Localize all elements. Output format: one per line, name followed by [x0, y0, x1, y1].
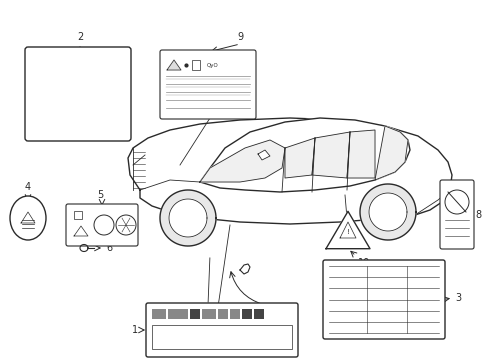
FancyBboxPatch shape: [66, 204, 138, 246]
Polygon shape: [258, 150, 270, 160]
Bar: [190, 309, 200, 319]
Text: 3: 3: [455, 293, 461, 303]
Polygon shape: [160, 190, 216, 246]
Text: 9: 9: [237, 32, 243, 42]
Text: 8: 8: [475, 210, 481, 220]
Bar: [74, 211, 82, 219]
Polygon shape: [285, 138, 315, 178]
Text: QyO: QyO: [207, 63, 219, 68]
FancyBboxPatch shape: [440, 180, 474, 249]
Text: 1: 1: [132, 325, 138, 335]
Polygon shape: [200, 118, 410, 192]
Text: 2: 2: [77, 32, 83, 42]
FancyBboxPatch shape: [323, 260, 445, 339]
Text: !: !: [346, 229, 349, 235]
Polygon shape: [200, 140, 285, 182]
Bar: [168, 309, 188, 319]
FancyBboxPatch shape: [25, 47, 131, 141]
Bar: [254, 309, 264, 319]
Bar: [230, 309, 240, 319]
Text: 4: 4: [25, 182, 31, 192]
Polygon shape: [326, 211, 370, 249]
FancyBboxPatch shape: [146, 303, 298, 357]
Bar: [192, 60, 200, 70]
Bar: [152, 325, 292, 349]
Bar: [218, 309, 228, 319]
Text: 7: 7: [267, 305, 273, 315]
FancyBboxPatch shape: [160, 50, 256, 119]
Polygon shape: [167, 60, 181, 70]
Text: 6: 6: [106, 243, 112, 253]
Text: 10: 10: [358, 258, 370, 268]
Bar: [152, 309, 166, 319]
Polygon shape: [360, 184, 416, 240]
Polygon shape: [347, 130, 375, 178]
Text: 5: 5: [97, 190, 103, 200]
Bar: [242, 309, 252, 319]
Ellipse shape: [10, 196, 46, 240]
Polygon shape: [169, 199, 207, 237]
Polygon shape: [128, 118, 452, 224]
Bar: [202, 309, 216, 319]
Polygon shape: [375, 126, 408, 180]
Polygon shape: [369, 193, 407, 231]
Polygon shape: [312, 132, 350, 178]
